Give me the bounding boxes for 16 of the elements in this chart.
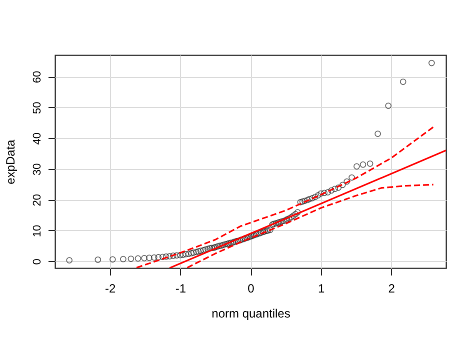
y-tick-label: 60	[32, 70, 44, 84]
y-tick-label: 40	[32, 132, 44, 145]
y-tick-label: 30	[32, 163, 44, 176]
x-tick-label: -1	[175, 282, 186, 296]
line-series	[136, 126, 434, 268]
y-tick-label: 20	[32, 194, 44, 206]
line-series	[186, 184, 434, 268]
y-tick-label: 0	[32, 258, 44, 265]
x-axis-title: norm quantiles	[212, 306, 290, 320]
y-tick-label: 50	[32, 102, 44, 114]
x-tick-label: -2	[105, 282, 116, 296]
x-tick-label: 2	[388, 282, 396, 296]
x-tick-label: 1	[318, 282, 325, 296]
y-tick-label: 10	[32, 224, 44, 238]
x-tick-label: 0	[248, 282, 255, 296]
y-axis-title: expData	[4, 139, 18, 184]
